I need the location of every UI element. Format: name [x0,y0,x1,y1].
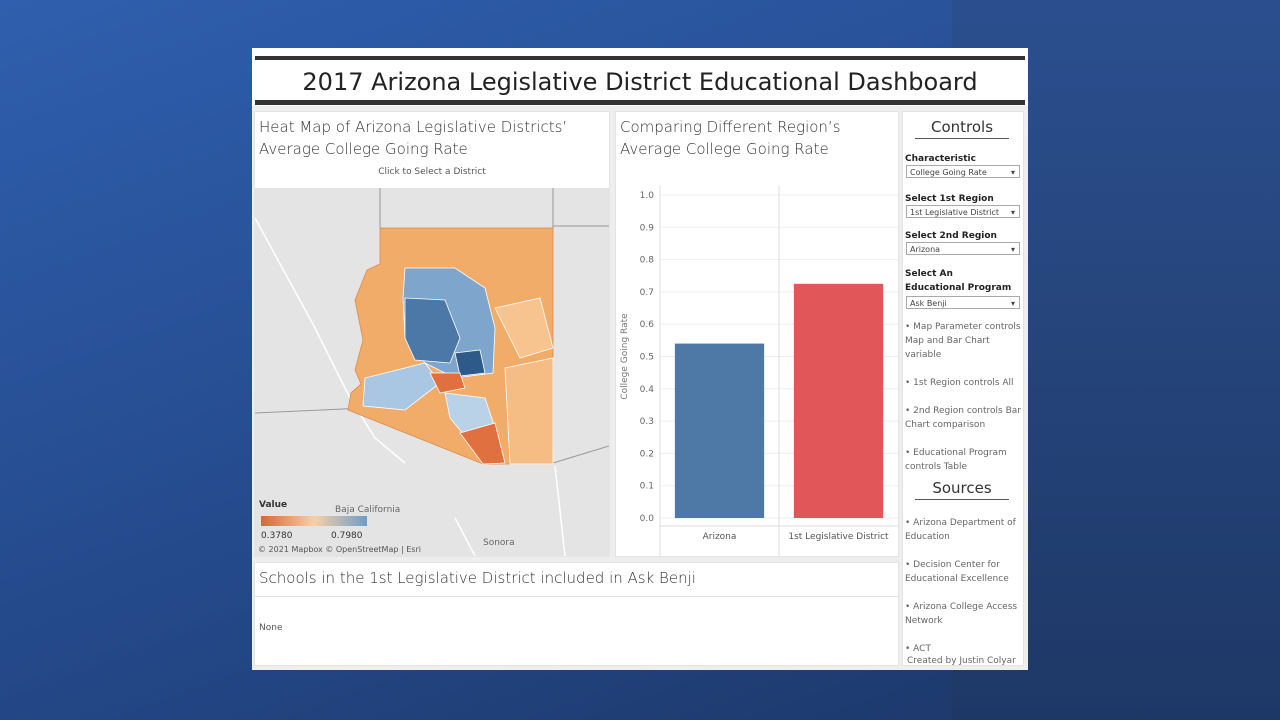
y-tick-label: 0.9 [640,223,655,233]
chart-panel: Comparing Different Region’s Average Col… [616,112,898,556]
controls-heading: Controls [915,118,1009,139]
y-tick-label: 0.2 [640,449,654,459]
dashboard: 2017 Arizona Legislative District Educat… [252,48,1028,670]
dropdown[interactable]: Ask Benji [906,296,1020,310]
table-title: Schools in the 1st Legislative District … [259,569,696,587]
y-axis-label: College Going Rate [620,313,630,400]
y-tick-label: 0.4 [640,385,655,395]
table-cell: None [259,623,283,633]
x-tick-label: Arizona [703,532,737,542]
map-label: Sonora [483,538,515,548]
dashboard-title: 2017 Arizona Legislative District Educat… [302,68,978,96]
field-label: Characteristic [905,154,976,164]
source-item: • Arizona Department of Education [905,518,1016,542]
bar-chart: 0.0 0.1 0.2 0.3 0.4 0.5 0.6 0.7 0.8 0.9 1.0 College… [620,186,898,556]
map-subtitle: Click to Select a District [378,167,486,177]
chart-title: Comparing Different Region’s Average Col… [620,118,841,158]
rule [255,100,1025,105]
control-note: • Educational Program controls Table [905,448,1007,472]
map-label: Baja California [335,505,400,515]
source-item: • ACT [905,644,931,654]
y-tick-label: 0.3 [640,417,654,427]
bar [793,283,884,518]
controls-panel: Controls Characteristic College Going Rate… [903,112,1023,666]
y-tick-label: 0.5 [640,353,654,363]
y-tick-label: 0.1 [640,482,654,492]
control-note: • 2nd Region controls Bar Chart comparis… [905,406,1021,430]
field-label: Select 2nd Region [905,231,997,241]
rule [255,596,898,597]
map[interactable]: Baja California Sonora Value 0.3780 0.79… [255,188,609,556]
y-tick-label: 1.0 [640,191,655,201]
control-note: • Map Parameter controls Map and Bar Cha… [905,322,1021,360]
bar [674,343,765,518]
table-panel: Schools in the 1st Legislative District … [255,563,898,665]
y-tick-label: 0.7 [640,288,654,298]
credit: Created by Justin Colyar [907,656,1016,666]
y-tick-label: 0.6 [640,320,655,330]
dropdown[interactable]: College Going Rate [906,165,1020,179]
field-label: Select An Educational Program [905,269,1012,293]
y-tick-label: 0.0 [640,514,655,524]
legend-max: 0.7980 [331,531,363,541]
rule [255,56,1025,60]
map-panel: Heat Map of Arizona Legislative District… [255,112,609,556]
sources-heading: Sources [915,479,1009,500]
dropdown[interactable]: 1st Legislative District [906,205,1020,219]
legend-min: 0.3780 [261,531,293,541]
map-title: Heat Map of Arizona Legislative District… [259,118,568,158]
source-item: • Arizona College Access Network [905,602,1018,626]
legend-title: Value [259,500,287,510]
attribution: © 2021 Mapbox © OpenStreetMap | Esri [258,545,421,554]
dropdown[interactable]: Arizona [906,242,1020,256]
x-tick-label: 1st Legislative District [788,532,889,542]
control-note: • 1st Region controls All [905,378,1014,388]
field-label: Select 1st Region [905,194,994,204]
source-item: • Decision Center for Educational Excell… [905,560,1009,584]
y-tick-label: 0.8 [640,256,655,266]
